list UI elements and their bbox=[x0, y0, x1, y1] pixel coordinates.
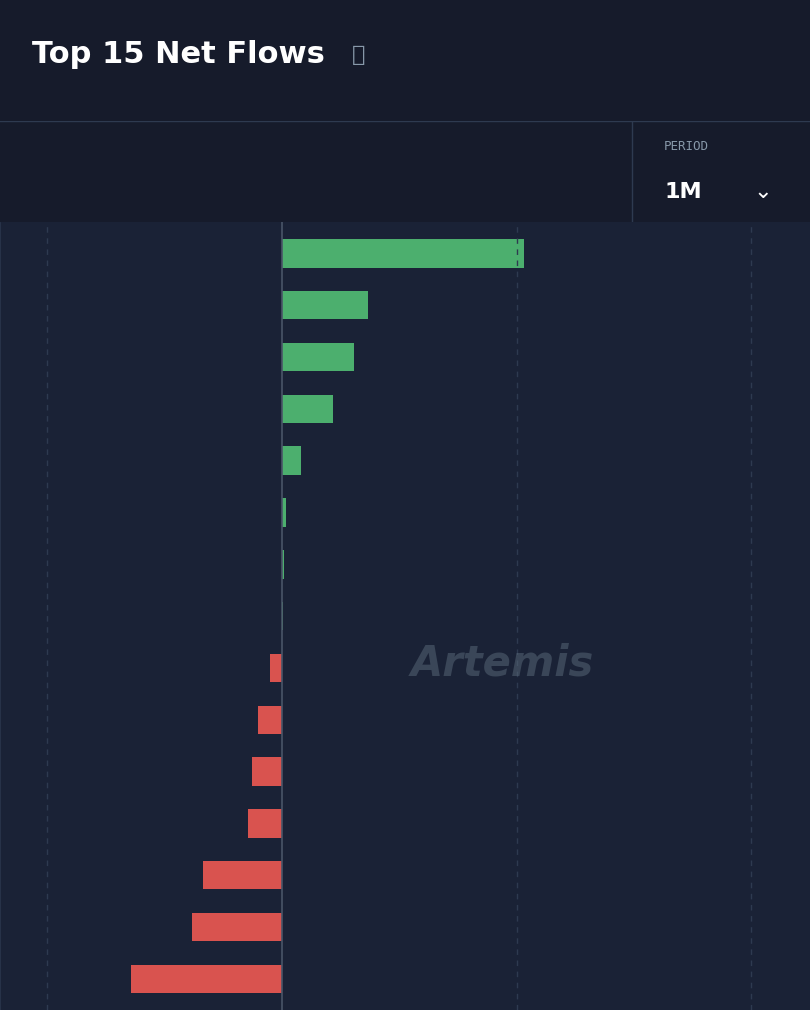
Text: Top 15 Net Flows: Top 15 Net Flows bbox=[32, 40, 326, 69]
Bar bbox=[131, 965, 282, 993]
Bar bbox=[282, 498, 286, 526]
Text: ⓘ: ⓘ bbox=[352, 44, 366, 65]
Bar bbox=[249, 809, 282, 837]
Bar bbox=[192, 913, 282, 941]
Text: PERIOD: PERIOD bbox=[664, 140, 710, 153]
Bar bbox=[253, 758, 282, 786]
Bar bbox=[270, 653, 282, 682]
Bar bbox=[282, 602, 284, 630]
Bar bbox=[258, 706, 282, 734]
Bar bbox=[282, 395, 333, 423]
Bar bbox=[282, 291, 368, 319]
Text: ⌄: ⌄ bbox=[753, 182, 772, 202]
Bar bbox=[282, 239, 524, 268]
Bar bbox=[282, 342, 354, 372]
Bar bbox=[203, 861, 282, 890]
Text: Artemis: Artemis bbox=[411, 642, 594, 685]
Bar bbox=[282, 550, 284, 579]
Bar bbox=[282, 446, 301, 475]
Text: 1M: 1M bbox=[664, 182, 701, 202]
